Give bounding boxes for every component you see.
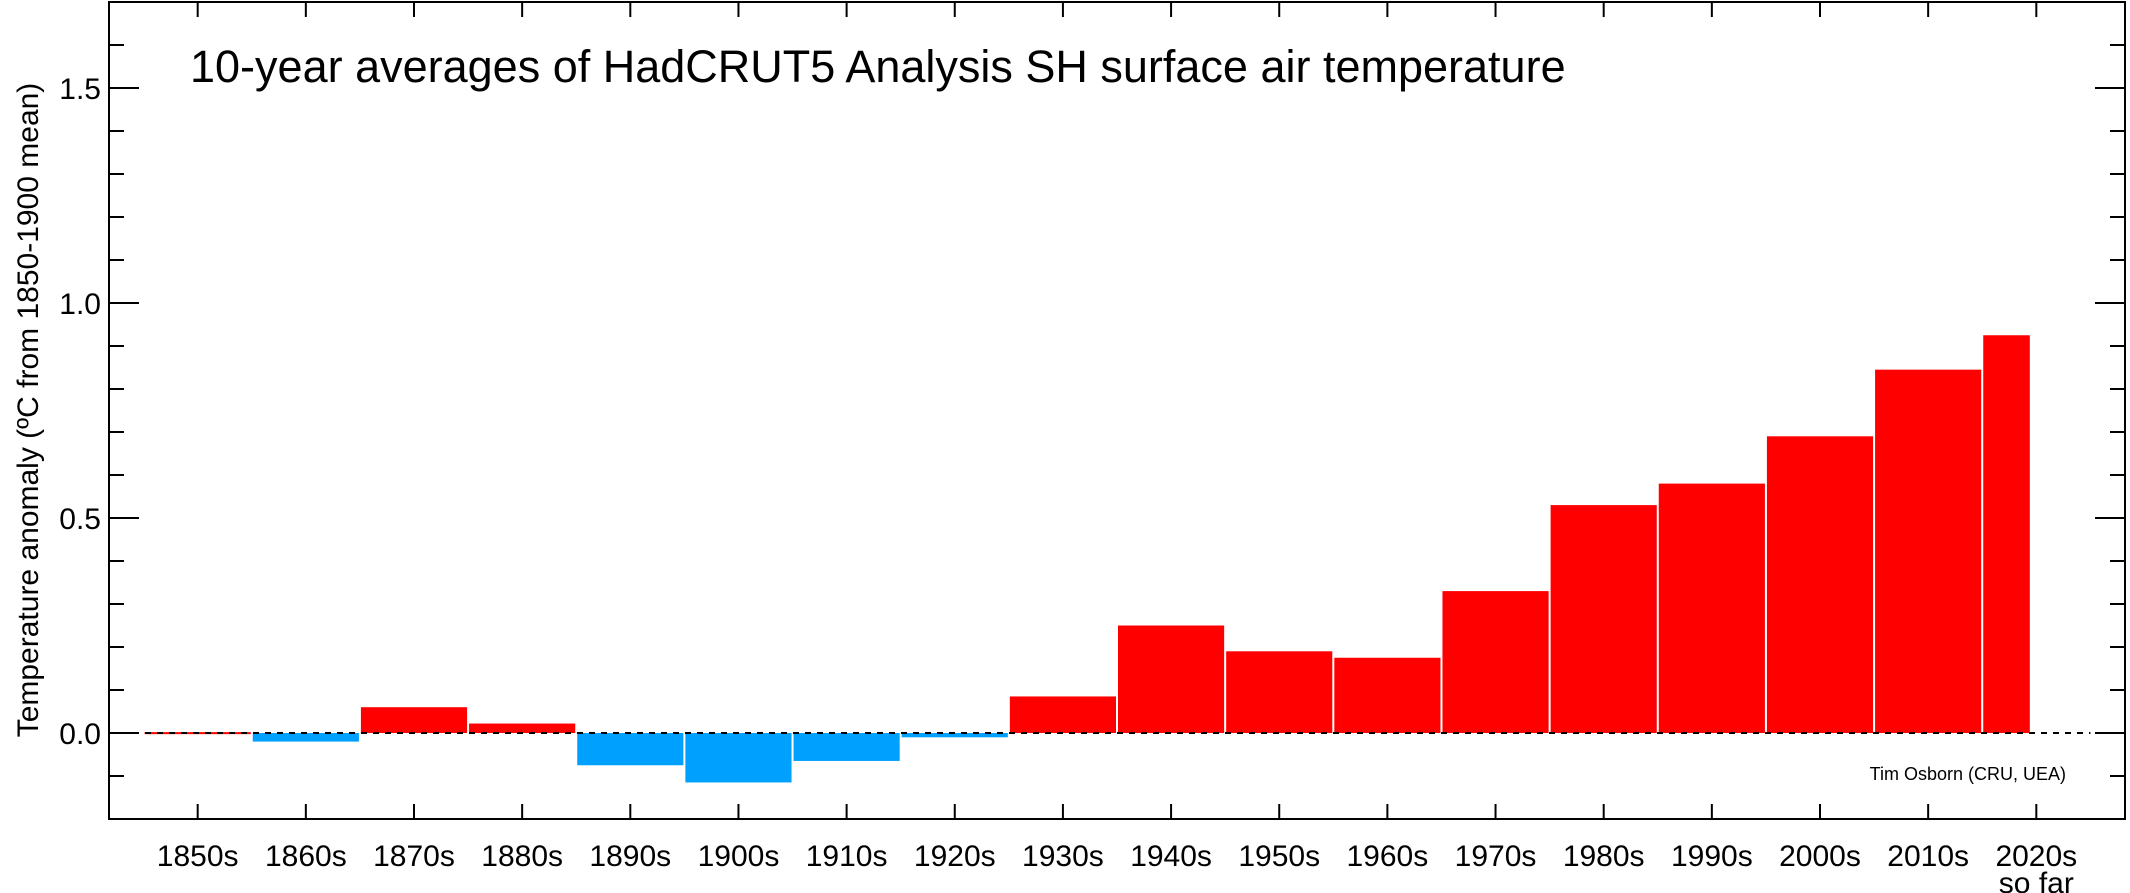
bar-1950s xyxy=(1226,651,1333,733)
x-tick-note: so far xyxy=(1999,867,2074,893)
x-tick-label: 1970s xyxy=(1455,840,1537,873)
x-tick-label: 1880s xyxy=(481,840,563,873)
x-tick-label: 2000s xyxy=(1779,840,1861,873)
y-axis-label: Temperature anomaly (ºC from 1850-1900 m… xyxy=(12,83,45,738)
bar-1930s xyxy=(1009,696,1116,733)
x-tick-label: 1990s xyxy=(1671,840,1753,873)
bar-2000s xyxy=(1766,436,1874,733)
x-tick-label: 1910s xyxy=(806,840,888,873)
y-tick-label: 1.0 xyxy=(59,288,101,321)
x-tick-label: 1930s xyxy=(1022,840,1104,873)
bar-1900s xyxy=(685,733,792,783)
bar-1960s xyxy=(1334,657,1441,733)
bar-1980s xyxy=(1550,505,1657,733)
bar-1970s xyxy=(1442,591,1549,733)
x-tick-label: 1890s xyxy=(589,840,671,873)
x-tick-label: 1900s xyxy=(698,840,780,873)
x-tick-label: 1960s xyxy=(1347,840,1429,873)
bar-2010s xyxy=(1875,369,1982,733)
bar-1880s xyxy=(469,723,576,733)
y-tick-label: 1.5 xyxy=(59,73,101,106)
x-tick-label: 2010s xyxy=(1887,840,1969,873)
plot-frame xyxy=(108,1,2126,820)
x-tick-label: 2020s xyxy=(1995,840,2077,873)
bar-1990s xyxy=(1658,483,1765,733)
bar-1920s xyxy=(901,733,1008,738)
x-tick-label: 1850s xyxy=(157,840,239,873)
x-tick-label: 1920s xyxy=(914,840,996,873)
bar-1910s xyxy=(793,733,900,761)
x-tick-label: 1980s xyxy=(1563,840,1645,873)
x-tick-label: 1940s xyxy=(1130,840,1212,873)
bar-1860s xyxy=(252,733,359,742)
x-tick-label: 1870s xyxy=(373,840,455,873)
bars xyxy=(144,335,2030,783)
x-tick-label: 1950s xyxy=(1238,840,1320,873)
y-tick-label: 0.5 xyxy=(59,503,101,536)
bar-2020s xyxy=(1983,335,2030,733)
bar-1870s xyxy=(360,707,468,733)
x-tick-label: 1860s xyxy=(265,840,347,873)
bar-1940s xyxy=(1118,625,1225,733)
bar-1890s xyxy=(577,733,684,766)
axes: 0.0 0.5 1.0 1.5 1850s 1860s 1870s 1880s 1890s 190… xyxy=(59,1,2126,893)
y-tick-label: 0.0 xyxy=(59,718,101,751)
credit: Tim Osborn (CRU, UEA) xyxy=(1870,764,2066,784)
chart-title: 10-year averages of HadCRUT5 Analysis SH… xyxy=(190,41,1566,92)
